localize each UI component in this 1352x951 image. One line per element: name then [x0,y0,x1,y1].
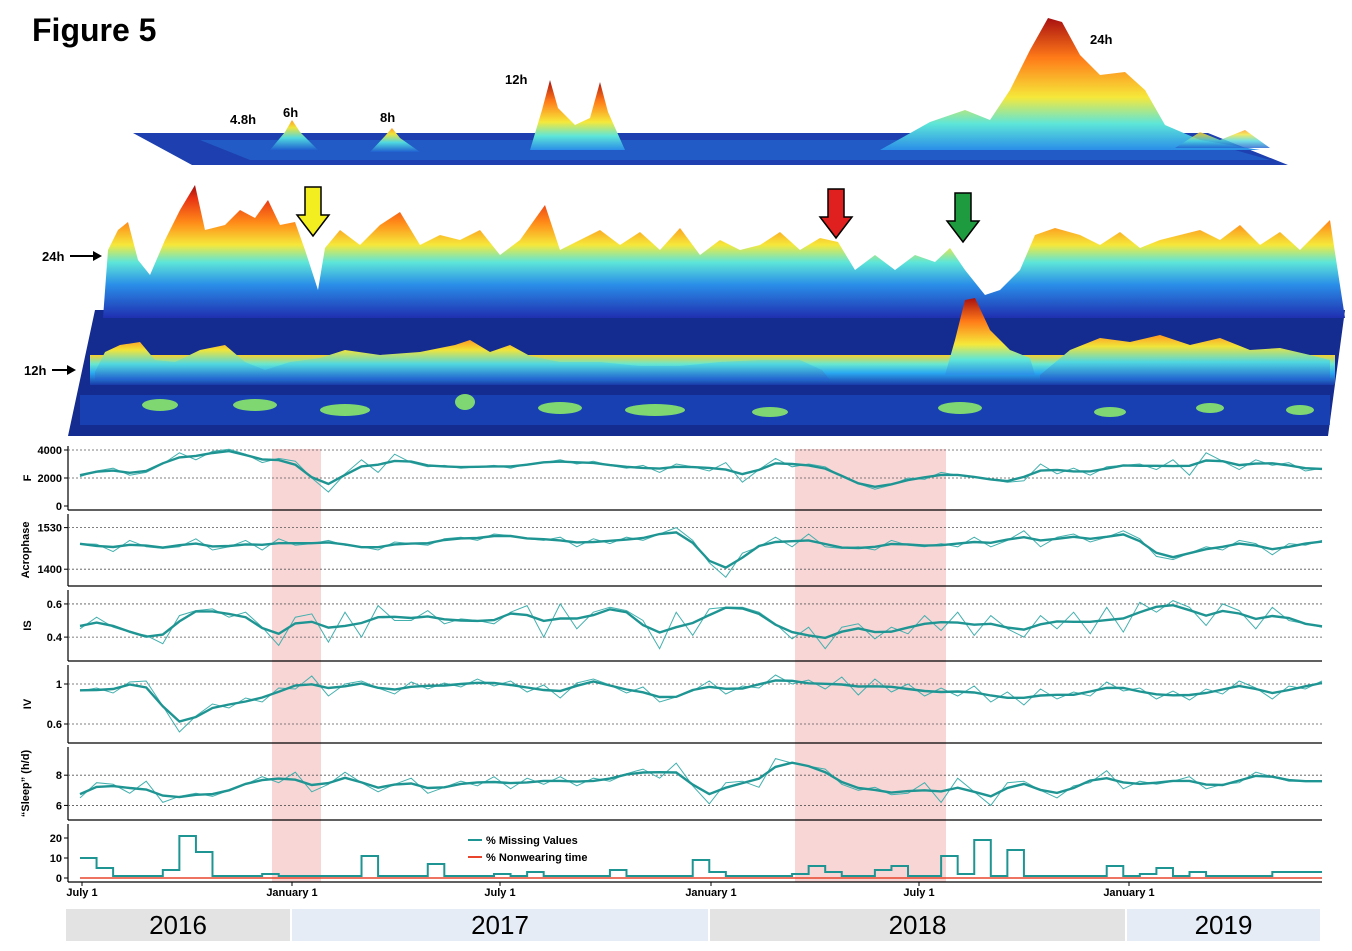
heat-12h-bumps-2019 [1040,335,1330,380]
year-bar-2016: 2016 [66,909,290,941]
y-tick-label: 8 [56,770,62,782]
y-tick-label: 1530 [38,523,62,535]
y-tick-label: 1 [56,679,62,691]
series-raw-F [79,448,1323,493]
period-label-4.8h: 4.8h [230,112,256,127]
x-tick-label: July 1 [484,887,515,899]
highlight-band-2 [795,449,946,882]
year-bar-2018: 2018 [710,909,1125,941]
y-tick-label: 10 [50,853,62,865]
time-series-panels: 0 2000 4000 F 1400 1530 Acrophase 0.4 0.6 IS 0.6 1 I… [20,445,1323,886]
y-tick-label: 0.6 [47,719,62,731]
y-tick-label: 4000 [38,445,62,457]
heat-low-patches [142,394,1314,417]
y-axis-label: F [22,474,34,481]
periodogram-peak-8h [370,128,420,152]
y-axis-label: Acrophase [20,522,32,579]
series-missing-values [80,835,1322,877]
periodogram-secondary [1175,130,1270,148]
y-label-12h-arrowhead [67,365,76,375]
y-axis-label: IS [22,620,34,630]
series-smooth-IV [79,679,1323,723]
x-tick-label: July 1 [903,887,934,899]
series-raw-IV [79,674,1323,733]
highlight-band-1 [272,449,321,882]
figure-title: Figure 5 [32,12,157,48]
panel-F: 0 2000 4000 F [22,445,1323,513]
y-label-12h: 12h [24,363,46,378]
y-tick-label: 6 [56,800,62,812]
x-tick-label: January 1 [1103,887,1154,899]
heat-24h-ridge [103,185,1345,318]
y-label-24h-arrowhead [93,251,102,261]
heat-landscape: 24h 12h [24,185,1345,436]
y-axis-label: “Sleep” (h/d) [20,750,32,818]
panel-IS: 0.4 0.6 IS [22,590,1323,662]
y-tick-label: 0.6 [47,599,62,611]
heat-12h-bumps [95,340,830,380]
periodogram-peak-12h [530,80,625,150]
year-bar-2017: 2017 [292,909,708,941]
series-smooth-F [79,449,1323,489]
x-tick-label: July 1 [66,887,97,899]
green-arrow [945,192,981,244]
panel-acrophase: 1400 1530 Acrophase [20,514,1323,587]
period-label-8h: 8h [380,110,395,125]
panel-IV: 0.6 1 IV [22,665,1323,744]
y-tick-label: 0 [56,873,62,885]
panel-missing: 0 10 20 [50,824,1322,885]
periodogram-peak-6h [270,120,318,150]
period-label-12h: 12h [505,72,527,87]
series-smooth-IS [79,603,1323,640]
y-tick-label: 0 [56,501,62,513]
period-label-24h: 24h [1090,32,1112,47]
series-smooth-acrophase [79,531,1323,569]
y-tick-label: 0.4 [47,632,63,644]
y-label-24h: 24h [42,249,64,264]
legend-label-nonwearing: % Nonwearing time [486,852,587,864]
heat-12h-peak-2018 [945,298,1035,375]
red-arrow [818,188,854,240]
x-tick-label: January 1 [685,887,736,899]
y-axis-label: IV [22,698,34,709]
x-tick-label: January 1 [266,887,317,899]
heat-low-band [80,395,1330,425]
periodogram-peak-24h [880,18,1260,150]
y-tick-label: 2000 [38,473,62,485]
y-tick-label: 1400 [38,564,62,576]
x-axis: July 1 January 1 July 1 January 1 July 1… [66,887,1154,899]
periodogram-3d: 4.8h 6h 8h 12h 24h [133,18,1288,165]
legend-label-missing: % Missing Values [486,835,578,847]
series-raw-IS [79,600,1323,650]
series-smooth-sleep [79,761,1322,799]
period-label-6h: 6h [283,105,298,120]
y-tick-label: 20 [50,833,62,845]
year-bar-2019: 2019 [1127,909,1320,941]
legend: % Missing Values % Nonwearing time [468,835,587,864]
yellow-arrow [295,186,331,238]
series-raw-sleep [79,758,1322,807]
panel-sleep: 6 8 “Sleep” (h/d) [20,747,1322,821]
